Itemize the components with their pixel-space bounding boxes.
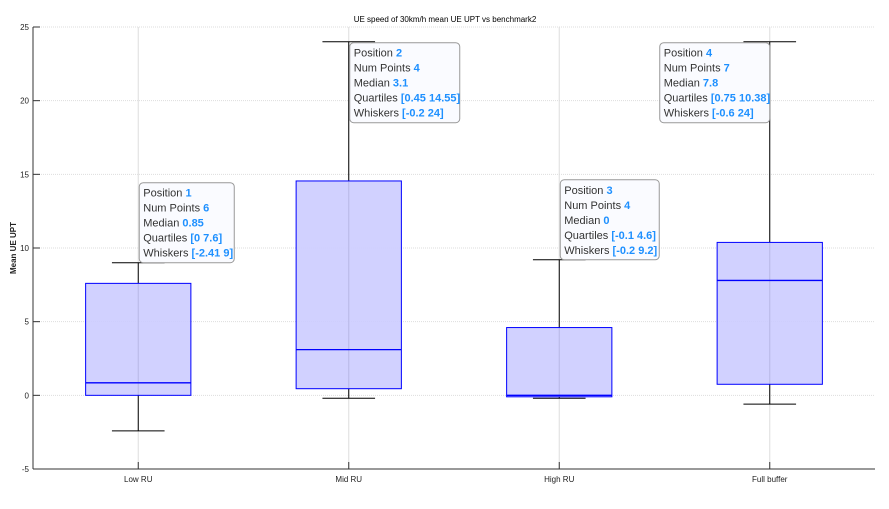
data-tip-key: Position (143, 188, 185, 200)
data-tip-box (659, 42, 771, 124)
data-tip-1: Position 1 Num Points 6 Median 0.85 Quartil… (138, 182, 235, 264)
data-tip-3: Position 3 Num Points 4 Median 0 Quartiles … (559, 179, 660, 261)
x-tick-label: Low RU (124, 475, 153, 484)
data-tip-key: Num Points (664, 63, 724, 75)
data-tip-value: [-0.2 9.2] (613, 245, 658, 257)
data-tip-whiskers: Whiskers [-2.41 9] (143, 248, 233, 260)
data-tip-key: Quartiles (664, 93, 711, 105)
data-tip-position: Position 1 (143, 188, 191, 200)
data-tip-quartiles: Quartiles [0.75 10.38] (664, 93, 771, 105)
data-tip-key: Position (564, 185, 606, 197)
data-tip-value: [0.45 14.55] (401, 93, 461, 105)
data-tip-whiskers: Whiskers [-0.2 9.2] (564, 245, 657, 257)
x-tick-label: High RU (544, 475, 574, 484)
data-tip-quartiles: Quartiles [0 7.6] (143, 233, 222, 245)
chart-title: UE speed of 30km/h mean UE UPT vs benchm… (354, 15, 537, 24)
data-tip-key: Median (143, 218, 182, 230)
data-tip-value: [0.75 10.38] (711, 93, 771, 105)
data-tip-quartiles: Quartiles [0.45 14.55] (354, 93, 461, 105)
data-tip-position: Position 3 (564, 185, 612, 197)
data-tip-key: Position (354, 48, 396, 60)
data-tip-value: 6 (203, 203, 209, 215)
data-tip-value: 3.1 (393, 78, 408, 90)
data-tip-4: Position 4 Num Points 7 Median 7.8 Quartile… (659, 42, 771, 124)
data-tip-median: Median 3.1 (354, 78, 408, 90)
data-tip-value: 4 (624, 200, 631, 212)
data-tip-value: 2 (396, 48, 402, 60)
data-tip-value: [-2.41 9] (192, 248, 234, 260)
data-tip-key: Whiskers (354, 108, 402, 120)
data-tip-key: Num Points (564, 200, 624, 212)
data-tip-key: Quartiles (564, 230, 611, 242)
y-tick-label: 20 (20, 97, 29, 106)
data-tip-whiskers: Whiskers [-0.6 24] (664, 108, 754, 120)
data-tip-value: [-0.1 4.6] (611, 230, 656, 242)
data-tip-2: Position 2 Num Points 4 Median 3.1 Quartile… (349, 42, 461, 124)
y-tick-label: 5 (25, 318, 30, 327)
data-tip-value: 0 (603, 215, 609, 227)
data-tip-key: Whiskers (564, 245, 612, 257)
data-tip-key: Num Points (143, 203, 203, 215)
x-tick-label: Mid RU (335, 475, 362, 484)
data-tip-box (138, 182, 235, 264)
data-tip-key: Whiskers (664, 108, 712, 120)
y-tick-label: -5 (22, 465, 30, 474)
data-tip-median: Median 0.85 (143, 218, 204, 230)
data-tip-whiskers: Whiskers [-0.2 24] (354, 108, 444, 120)
box-rect (85, 282, 192, 396)
y-axis-label: Mean UE UPT (9, 222, 18, 274)
y-tick-label: 10 (20, 244, 29, 253)
data-tip-key: Median (354, 78, 393, 90)
box-rect (716, 241, 823, 385)
data-tip-value: 7.8 (703, 78, 718, 90)
data-tip-box (349, 42, 461, 124)
data-tip-value: 3 (606, 185, 612, 197)
data-tip-median: Median 0 (564, 215, 609, 227)
data-tip-key: Median (564, 215, 603, 227)
data-tip-key: Whiskers (143, 248, 191, 260)
data-tip-value: [-0.6 24] (712, 108, 754, 120)
data-tip-num_points: Num Points 7 (664, 63, 730, 75)
data-tip-value: [0 7.6] (190, 233, 222, 245)
box-1 (85, 262, 192, 432)
box-2 (295, 41, 402, 399)
data-tip-value: 4 (706, 48, 713, 60)
data-tip-key: Position (664, 48, 706, 60)
data-tip-key: Quartiles (143, 233, 190, 245)
data-tip-key: Median (664, 78, 703, 90)
data-tip-key: Quartiles (354, 93, 401, 105)
box-rect (506, 327, 613, 398)
y-tick-label: 25 (20, 23, 29, 32)
data-tip-median: Median 7.8 (664, 78, 718, 90)
data-tip-box (559, 179, 660, 261)
data-tip-position: Position 2 (354, 48, 402, 60)
data-tip-value: [-0.2 24] (402, 108, 444, 120)
data-tip-value: 1 (185, 188, 191, 200)
data-tip-position: Position 4 (664, 48, 713, 60)
box-3 (506, 259, 613, 399)
x-tick-label: Full buffer (752, 475, 788, 484)
box-rect (295, 180, 402, 390)
box-4 (716, 41, 823, 405)
y-tick-label: 0 (25, 391, 30, 400)
data-tip-value: 4 (414, 63, 421, 75)
data-tip-value: 7 (724, 63, 730, 75)
data-tip-quartiles: Quartiles [-0.1 4.6] (564, 230, 656, 242)
data-tip-value: 0.85 (182, 218, 203, 230)
data-tip-num_points: Num Points 4 (354, 63, 421, 75)
data-tip-num_points: Num Points 4 (564, 200, 631, 212)
data-tip-num_points: Num Points 6 (143, 203, 209, 215)
data-tip-key: Num Points (354, 63, 414, 75)
y-tick-label: 15 (20, 170, 29, 179)
